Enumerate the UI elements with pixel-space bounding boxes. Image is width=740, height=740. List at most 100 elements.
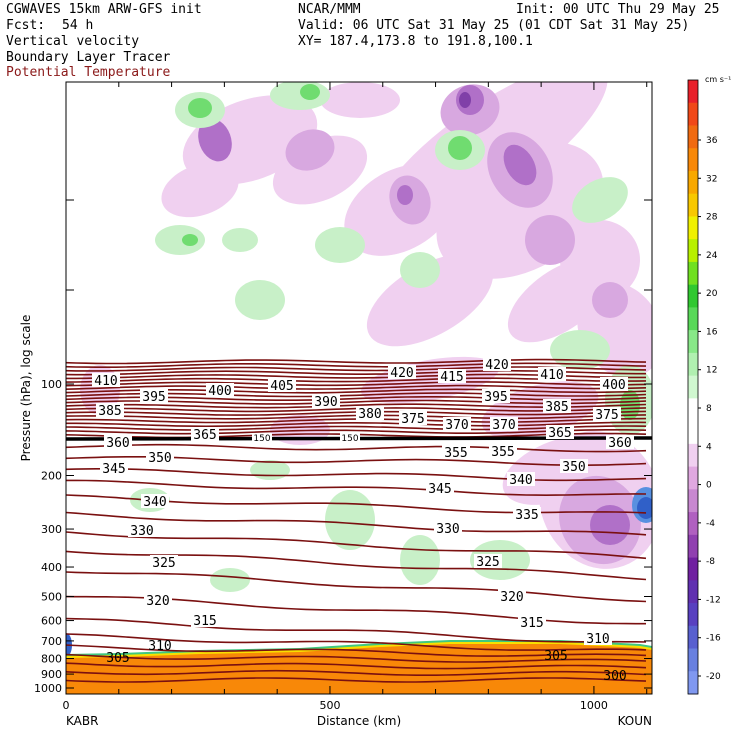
theta-label-bg [150, 555, 178, 569]
velocity-blob [590, 505, 630, 545]
colorbar-swatch [688, 375, 698, 399]
theta-label-bg [560, 459, 588, 473]
theta-label: 400 [208, 384, 231, 399]
y-axis-label: Pressure (hPa), log scale [19, 315, 33, 462]
colorbar-label: 0 [706, 481, 712, 491]
colorbar-label: 24 [706, 251, 718, 261]
y-tick-label: 200 [41, 470, 62, 483]
init-time: Init: 00 UTC Thu 29 May 25 [516, 2, 720, 17]
isentrope [66, 421, 647, 428]
velocity-blob [592, 282, 628, 318]
theta-label: 370 [445, 418, 468, 433]
theta-label: 395 [142, 390, 165, 405]
model-title: CGWAVES 15km ARW-GFS init [6, 2, 202, 17]
theta-label-bg [426, 481, 454, 495]
tropopause-label-bg [252, 433, 272, 443]
theta-label-bg [141, 494, 169, 508]
left-station: KABR [66, 714, 98, 728]
isentrope [66, 617, 647, 643]
theta-label: 360 [106, 436, 129, 451]
isentrope [66, 571, 647, 603]
velocity-blob [366, 253, 494, 347]
isentrope [66, 531, 647, 560]
colorbar-label: 16 [706, 327, 718, 337]
cross-section-coordinates: XY= 187.4,173.8 to 191.8,100.1 [298, 34, 533, 49]
vertical-velocity-field [66, 82, 652, 694]
theta-label-bg [128, 523, 156, 537]
theta-label: 420 [390, 366, 413, 381]
velocity-blob [210, 568, 250, 592]
theta-label-bg [312, 394, 340, 408]
isentrope [66, 381, 647, 387]
y-tick-label: 800 [41, 653, 62, 666]
velocity-blob [300, 84, 320, 100]
isentrope [66, 644, 647, 657]
x-axis-label: Distance (km) [317, 714, 401, 728]
theta-label-bg [482, 389, 510, 403]
theta-label: 305 [544, 649, 567, 664]
velocity-blob [182, 234, 198, 246]
theta-label-bg [538, 367, 566, 381]
velocity-blob [285, 129, 335, 171]
tropopause-label-bg [340, 433, 360, 443]
colorbar-swatch [688, 330, 698, 354]
isentrope [66, 358, 647, 365]
theta-label-bg [490, 417, 518, 431]
theta-label-bg [206, 383, 234, 397]
theta-label: 330 [436, 522, 459, 537]
theta-label: 390 [314, 395, 337, 410]
theta-label-bg [100, 461, 128, 475]
theta-label-bg [483, 357, 511, 371]
velocity-blob [397, 185, 413, 205]
velocity-blob [448, 136, 472, 160]
theta-label: 410 [94, 374, 117, 389]
theta-label: 300 [603, 669, 626, 684]
theta-label: 375 [595, 408, 618, 423]
velocity-blob [525, 215, 575, 265]
colorbar-swatch [688, 398, 698, 422]
theta-label-bg [507, 472, 535, 486]
velocity-blob [325, 490, 375, 550]
colorbar-swatch [688, 125, 698, 149]
theta-label: 340 [509, 473, 532, 488]
theta-label-bg [104, 435, 132, 449]
y-tick-label: 600 [41, 615, 62, 628]
theta-label-bg [191, 427, 219, 441]
colorbar-swatch [688, 239, 698, 263]
colorbar-frame [687, 79, 699, 695]
field-vertical-velocity: Vertical velocity [6, 34, 140, 49]
y-tick-label: 700 [41, 635, 62, 648]
theta-label: 330 [130, 524, 153, 539]
theta-label: 325 [476, 555, 499, 570]
colorbar-label: 20 [706, 289, 718, 299]
theta-label-bg [498, 589, 526, 603]
theta-label-bg [546, 425, 574, 439]
isentrope [66, 468, 647, 482]
velocity-blob [503, 144, 537, 186]
colorbar-swatch [688, 216, 698, 240]
theta-label-bg [144, 593, 172, 607]
colorbar-swatch [688, 80, 698, 104]
theta-label-bg [600, 377, 628, 391]
isentrope [66, 511, 647, 536]
theta-label-bg [593, 407, 621, 421]
isentrope [66, 479, 647, 497]
y-tick-label: 300 [41, 523, 62, 536]
theta-label: 400 [602, 378, 625, 393]
right-station: KOUN [618, 714, 652, 728]
colorbar-swatch [688, 307, 698, 331]
theta-label-bg [399, 411, 427, 425]
theta-label-bg [96, 403, 124, 417]
y-tick-label: 500 [41, 590, 62, 603]
colorbar-swatch [688, 421, 698, 445]
theta-label: 315 [193, 614, 216, 629]
valid-time: Valid: 06 UTC Sat 31 May 25 (01 CDT Sat … [298, 18, 690, 33]
colorbar-label: 32 [706, 174, 717, 184]
tropopause-label: 150 [341, 434, 358, 444]
theta-label: 355 [491, 445, 514, 460]
velocity-blob [459, 92, 471, 108]
theta-label: 350 [148, 451, 171, 466]
theta-label: 415 [440, 370, 463, 385]
velocity-blob [320, 82, 400, 118]
